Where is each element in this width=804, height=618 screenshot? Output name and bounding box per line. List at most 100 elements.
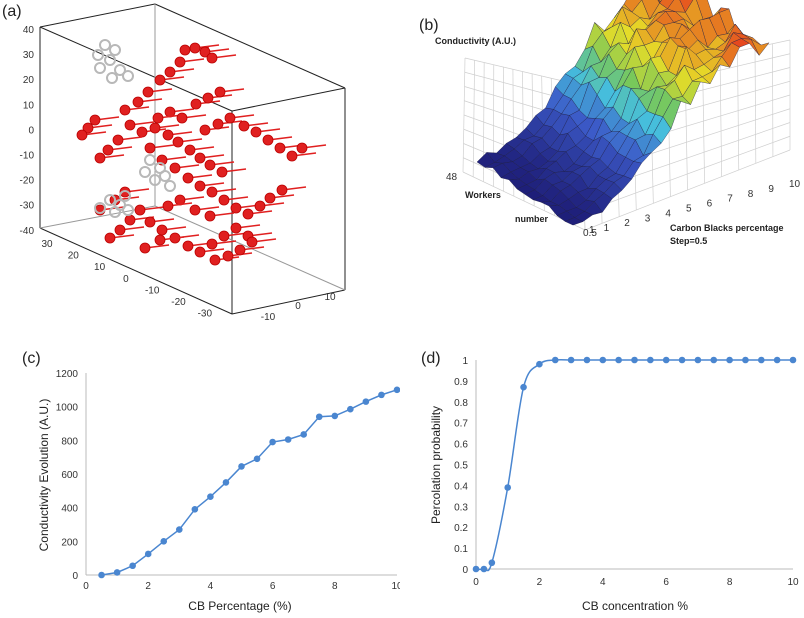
red-point: [194, 180, 206, 192]
data-point: [269, 438, 276, 446]
panel-label-d: (d): [421, 350, 441, 367]
y-tick-label: -10: [261, 312, 276, 323]
red-point: [209, 254, 221, 266]
data-point: [284, 436, 292, 443]
red-point: [206, 186, 218, 198]
y-tick-label: 1200: [56, 369, 79, 380]
grey-point: [109, 206, 121, 218]
surface-title: Conductivity (A.U.): [435, 36, 516, 46]
x-tick-label: 0: [123, 274, 129, 285]
red-point: [156, 224, 168, 236]
y-tick-label: 0: [295, 301, 301, 312]
data-point: [504, 484, 511, 491]
y-tick-label: 1: [462, 356, 468, 367]
red-point: [124, 119, 136, 131]
data-point: [176, 526, 183, 533]
data-point: [536, 360, 543, 368]
grey-point: [99, 39, 111, 51]
x-tick-label: 7: [727, 194, 733, 205]
panel-label-b: (b): [419, 17, 439, 34]
percolation-line-svg: (d) 0 0.1 0.2 0.3 0.4 0.5 0.6 0.7 0.8 0.9 1 0 2 4 6 8 1…: [421, 350, 799, 613]
red-point: [176, 112, 188, 124]
red-point: [162, 129, 174, 141]
panel-c-conductivity-chart: (c) 0 200 400 600 800 1000 1200 0 2 4 6 8 10 CB Per…: [0, 335, 400, 618]
red-point: [104, 232, 116, 244]
y-tick-label: 800: [61, 436, 78, 447]
red-point: [246, 236, 258, 248]
red-point: [114, 224, 126, 236]
z-tick-labels: 40 30 20 10 0 -10 -20 -30 -40: [20, 25, 35, 237]
data-point: [331, 412, 339, 420]
data-point: [393, 386, 400, 394]
panel-b-3d-surface: (b) Conductivity (A.U.) Workers number C…: [405, 0, 804, 330]
grey-point: [106, 72, 118, 84]
data-point: [300, 431, 308, 438]
x-tick-label: 0.5: [583, 228, 597, 239]
y-tick-label: 0.8: [454, 398, 468, 409]
red-point: [224, 112, 236, 124]
box-edge: [154, 3, 346, 89]
data-point: [615, 356, 622, 364]
data-point: [773, 356, 781, 364]
series-curve: [475, 358, 793, 572]
grey-point: [159, 170, 171, 182]
panel-a-3d-scatter: (a) 40 30 20 10 0 -10 -20 -30 -40 30 20 10 0 -10 -20-…: [0, 0, 400, 330]
x-tick-label: 0: [473, 577, 479, 588]
data-point: [583, 356, 591, 364]
z-tick-label: 30: [23, 50, 35, 61]
data-point: [238, 463, 245, 470]
red-point: [230, 222, 242, 234]
box-edge: [231, 87, 346, 112]
data-point: [710, 356, 718, 364]
data-point: [488, 559, 496, 567]
x-tick-label: 5: [686, 204, 692, 215]
y-tick-label: 0.4: [454, 481, 468, 492]
data-point: [191, 506, 199, 513]
red-point: [154, 234, 166, 246]
scatter-points: [76, 39, 327, 266]
grey-point: [104, 194, 116, 206]
surface-facet: [679, 0, 694, 13]
red-point: [212, 118, 224, 130]
red-point: [286, 150, 298, 162]
x-tick-labels: 0 2 4 6 8 10: [83, 581, 400, 592]
red-point: [119, 104, 131, 116]
x-tick-label: 10: [787, 577, 799, 588]
series-points: [472, 356, 797, 573]
red-point: [184, 144, 196, 156]
grey-point: [139, 166, 151, 178]
grid-line: [462, 57, 466, 173]
x-tick-label: 6: [663, 577, 669, 588]
grey-point: [104, 54, 116, 66]
y-tick-label: 0.1: [454, 544, 468, 555]
surface-3d-svg: (b) Conductivity (A.U.) Workers number C…: [419, 0, 801, 246]
red-point: [82, 122, 94, 134]
x-tick-labels: 0.5 1 2 3 4 5 6 7 8 9 10: [583, 179, 801, 239]
red-point: [162, 200, 174, 212]
red-point: [179, 44, 191, 56]
red-point: [216, 166, 228, 178]
z-tick-label: -30: [20, 201, 35, 212]
red-point: [218, 194, 230, 206]
grid-line: [719, 54, 723, 177]
z-tick-label: 40: [23, 25, 35, 36]
y-tick-labels: 0 200 400 600 800 1000 1200: [56, 369, 79, 582]
data-point: [347, 405, 354, 413]
z-tick-label: -10: [20, 151, 35, 162]
red-point: [238, 120, 250, 132]
red-point: [202, 92, 214, 104]
data-point: [480, 565, 488, 573]
x-tick-label: 2: [537, 577, 543, 588]
data-point: [222, 479, 230, 486]
grey-point: [149, 174, 161, 186]
red-point: [124, 214, 136, 226]
red-point: [149, 122, 161, 134]
x-tick-label: 8: [748, 189, 754, 200]
red-point: [132, 96, 144, 108]
red-point: [172, 136, 184, 148]
red-point: [234, 244, 246, 256]
y-tick-label: 600: [61, 470, 78, 481]
x-tick-label: 4: [665, 208, 671, 219]
box-edge: [39, 227, 233, 315]
red-point: [182, 240, 194, 252]
